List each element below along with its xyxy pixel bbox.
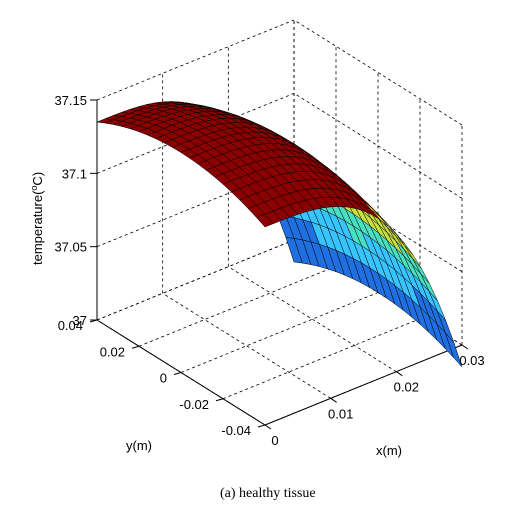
z-tick-label: 37.1 xyxy=(62,166,87,181)
x-axis-label: x(m) xyxy=(376,443,402,458)
z-tick-label: 37.05 xyxy=(54,240,87,255)
y-tick-label: 0 xyxy=(160,371,167,386)
z-tick-label: 37 xyxy=(73,313,87,328)
floor-grid-line xyxy=(162,292,331,399)
y-axis-label: y(m) xyxy=(126,438,152,453)
x-tick-label: 0.03 xyxy=(459,353,484,368)
figure-caption: (a) healthy tissue xyxy=(220,486,316,501)
z-axis-label: temperature(oC) xyxy=(29,172,45,265)
wall-grid-line xyxy=(96,19,295,101)
x-tick-mark xyxy=(264,424,272,430)
x-axis-line xyxy=(264,344,463,426)
x-tick-label: 0.01 xyxy=(328,406,353,421)
x-tick-label: 0 xyxy=(271,433,278,448)
grid-lines xyxy=(89,19,469,430)
x-tick-mark xyxy=(461,344,469,350)
wall-grid-line xyxy=(96,239,295,321)
floor-grid-line xyxy=(180,292,379,373)
y-tick-mark xyxy=(257,424,266,428)
y-tick-label: 0.02 xyxy=(100,344,125,359)
y-tick-mark xyxy=(173,372,182,375)
y-tick-label: 0.04 xyxy=(58,318,83,333)
y-tick-label: -0.02 xyxy=(179,397,209,412)
y-tick-mark xyxy=(215,398,224,402)
surface-patch xyxy=(256,213,274,228)
y-tick-label: -0.04 xyxy=(221,423,251,438)
floor-grid-line xyxy=(138,265,337,347)
surface-mesh xyxy=(96,101,463,368)
x-tick-mark xyxy=(330,397,337,403)
x-tick-mark xyxy=(396,371,403,377)
z-tick-label: 37.15 xyxy=(54,93,87,108)
x-tick-label: 0.02 xyxy=(394,380,419,395)
floor-grid-line xyxy=(222,318,421,400)
y-tick-mark xyxy=(131,345,140,349)
